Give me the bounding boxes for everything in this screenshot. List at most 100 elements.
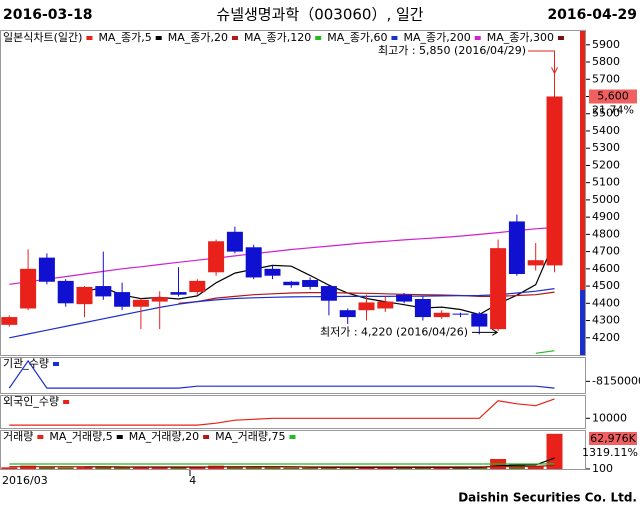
last-volume-box <box>589 432 637 445</box>
volume-bar <box>377 467 394 469</box>
y-tick-label: 10000 <box>592 411 627 424</box>
price-strip-up <box>580 31 585 290</box>
candle-body <box>433 312 450 318</box>
start-date: 2016-03-18 <box>3 7 93 23</box>
candle-body <box>490 248 507 330</box>
high-annotation: 최고가 : 5,850 (2016/04/29) <box>378 44 526 57</box>
y-tick-label: 4400 <box>592 296 620 309</box>
legend-marker <box>86 36 93 40</box>
y-tick-label: 4300 <box>592 314 620 327</box>
candle-body <box>151 297 168 302</box>
legend-marker <box>155 36 162 40</box>
y-tick-label: 4800 <box>592 227 620 240</box>
candle-body <box>358 302 375 311</box>
x-tick-label: 4 <box>189 474 196 487</box>
y-tick-label: 5500 <box>592 107 620 120</box>
y-tick-label: 5300 <box>592 141 620 154</box>
candle-body <box>189 280 206 293</box>
candle-body <box>132 299 149 307</box>
ma-line <box>9 226 555 285</box>
y-tick-label: -8150000 <box>592 374 640 387</box>
legend-marker <box>231 36 238 40</box>
candle-body <box>508 221 525 274</box>
legend-label: MA_종가,120 <box>244 31 311 44</box>
candle-body <box>226 231 243 252</box>
candle-body <box>396 294 413 302</box>
legend-marker <box>52 362 59 366</box>
chart-title: 슈넬생명과학（003060）, 일간 <box>216 6 423 24</box>
legend-label: MA_거래량,20 <box>129 430 199 443</box>
candle-body <box>245 247 262 278</box>
legend-marker <box>289 435 296 439</box>
legend-marker <box>391 36 398 40</box>
end-date: 2016-04-29 <box>547 7 637 23</box>
candle-body <box>471 313 488 327</box>
candle-body <box>264 268 281 276</box>
y-tick-label: 4600 <box>592 262 620 275</box>
y-tick-label: 5800 <box>592 55 620 68</box>
legend-label: 거래량 <box>3 430 33 443</box>
y-tick-label: 4700 <box>592 245 620 258</box>
candle-body <box>377 301 394 309</box>
y-tick-label: 5000 <box>592 193 620 206</box>
candle-body <box>208 241 225 273</box>
y-tick-label: 100 <box>592 462 613 475</box>
legend-label: MA_종가,5 <box>98 31 151 44</box>
candle-body <box>57 280 74 304</box>
volume-bar <box>95 466 112 469</box>
volume-change: 1319.11% <box>582 446 638 459</box>
candle-body <box>302 280 319 287</box>
y-tick-label: 5200 <box>592 158 620 171</box>
y-tick-label: 5100 <box>592 176 620 189</box>
candle-body <box>339 310 356 318</box>
volume-bar <box>527 466 544 469</box>
volume-bar <box>151 467 168 469</box>
legend-label: MA_종가,300 <box>487 31 554 44</box>
high-arrow-head <box>551 67 558 75</box>
volume-bar <box>433 467 450 469</box>
volume-bar <box>114 467 131 469</box>
legend-marker <box>474 36 481 40</box>
legend-marker <box>557 36 564 40</box>
volume-bar <box>20 465 37 469</box>
candle-body <box>20 268 37 309</box>
low-annotation: 최저가 : 4,220 (2016/04/26) <box>320 325 468 338</box>
y-tick-label: 4200 <box>592 331 620 344</box>
high-arrow <box>528 50 555 74</box>
candle-body <box>320 286 337 301</box>
legend-marker <box>37 435 44 439</box>
volume-bar <box>546 433 563 469</box>
legend-label: 외국인_수량 <box>3 395 59 408</box>
y-tick-label: 5400 <box>592 124 620 137</box>
volume-bar <box>57 467 74 469</box>
volume-bar <box>358 467 375 469</box>
low-arrow <box>472 328 499 336</box>
legend-label: MA_종가,20 <box>168 31 228 44</box>
price-panel <box>0 30 586 356</box>
candle-body <box>114 292 131 307</box>
footer: Daishin Securities Co. Ltd. <box>458 491 637 505</box>
inst-panel <box>0 357 586 394</box>
candle-body <box>452 313 469 315</box>
volume-bar <box>76 467 93 469</box>
flow-line <box>9 398 555 426</box>
volume-bar <box>226 466 243 469</box>
volume-bar <box>245 466 262 469</box>
y-tick-label: 4500 <box>592 279 620 292</box>
volume-bar <box>396 467 413 469</box>
change-pct: 21.74% <box>592 103 634 116</box>
x-tick-label: 2016/03 <box>2 474 48 487</box>
candle-body <box>95 286 112 297</box>
legend-label: MA_거래량,5 <box>49 430 112 443</box>
legend-label: MA_거래량,75 <box>215 430 285 443</box>
legend-marker <box>63 400 70 404</box>
last-price: 5,600 <box>597 89 629 102</box>
candle-body <box>76 286 93 305</box>
legend-marker <box>315 36 322 40</box>
ma-line <box>9 288 555 339</box>
ma-line <box>535 350 555 354</box>
last-volume: 62,976K <box>590 432 636 445</box>
candle-body <box>414 298 431 318</box>
volume-bar <box>283 467 300 469</box>
